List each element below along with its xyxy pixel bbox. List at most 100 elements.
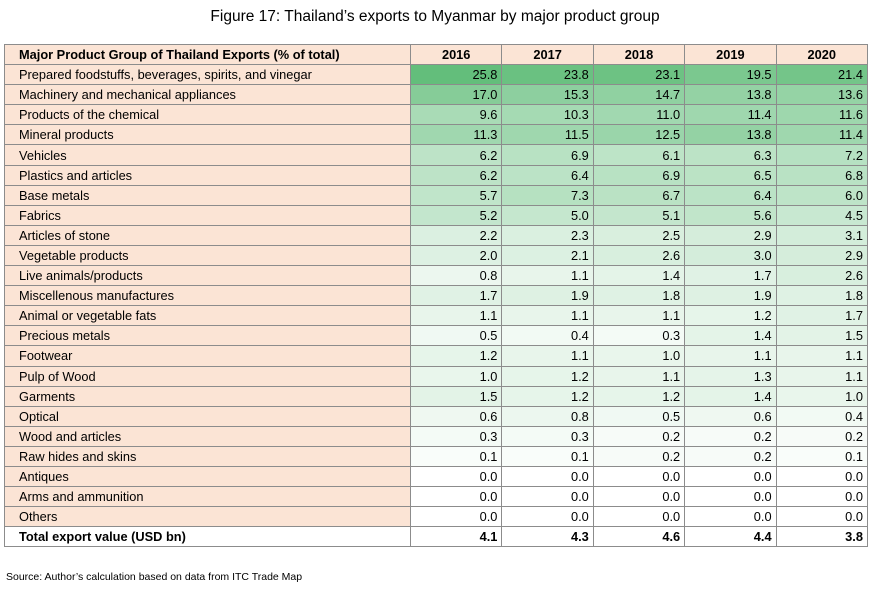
table-row: Antiques 0.0 0.0 0.0 0.0 0.0: [4, 465, 868, 488]
total-value: 3.8: [775, 526, 868, 548]
value-cell: 0.0: [775, 506, 868, 528]
product-group-label: Raw hides and skins: [4, 445, 411, 467]
product-group-label: Animal or vegetable fats: [4, 305, 411, 327]
table-row: Machinery and mechanical appliances 17.0 1…: [4, 84, 868, 106]
value-cell: 0.2: [775, 425, 868, 447]
product-group-label: Garments: [4, 385, 411, 407]
value-cell: 11.5: [501, 124, 594, 146]
source-note: Source: Author’s calculation based on da…: [6, 571, 303, 583]
value-cell: 11.6: [775, 104, 868, 126]
value-cell: 5.2: [409, 204, 503, 226]
value-cell: 6.2: [409, 144, 503, 166]
table-row: Products of the chemical 9.6 10.3 11.0 11.4 1…: [4, 104, 868, 126]
value-cell: 1.2: [501, 365, 594, 387]
product-group-label: Fabrics: [4, 204, 411, 226]
value-cell: 0.1: [409, 445, 503, 467]
value-cell: 1.1: [684, 345, 777, 367]
value-cell: 0.0: [684, 506, 777, 528]
product-group-label: Precious metals: [4, 325, 411, 347]
value-cell: 0.8: [501, 405, 594, 427]
table-row: Pulp of Wood 1.0 1.2 1.1 1.3 1.1: [4, 365, 868, 387]
value-cell: 1.2: [501, 385, 594, 407]
value-cell: 0.0: [592, 465, 686, 488]
value-cell: 0.0: [592, 486, 686, 508]
value-cell: 14.7: [592, 84, 686, 106]
value-cell: 5.6: [684, 204, 777, 226]
value-cell: 2.6: [592, 244, 686, 267]
value-cell: 6.1: [592, 144, 686, 166]
value-cell: 1.2: [592, 385, 686, 407]
product-group-label: Plastics and articles: [4, 164, 411, 186]
value-cell: 1.1: [592, 305, 686, 327]
value-cell: 4.5: [775, 204, 868, 226]
value-cell: 1.3: [684, 365, 777, 387]
value-cell: 0.0: [775, 486, 868, 508]
table-row: Mineral products 11.3 11.5 12.5 13.8 11.4: [4, 124, 868, 146]
value-cell: 0.0: [684, 465, 777, 488]
value-cell: 13.6: [775, 84, 868, 106]
value-cell: 0.8: [409, 265, 503, 287]
table-row: Live animals/products 0.8 1.1 1.4 1.7 2.6: [4, 265, 868, 287]
value-cell: 1.1: [409, 305, 503, 327]
total-row: Total export value (USD bn) 4.1 4.3 4.6 …: [4, 526, 868, 548]
value-cell: 2.9: [684, 224, 777, 246]
value-cell: 0.0: [501, 465, 594, 488]
product-group-label: Prepared foodstuffs, beverages, spirits,…: [4, 64, 411, 86]
table-row: Fabrics 5.2 5.0 5.1 5.6 4.5: [4, 204, 868, 226]
value-cell: 13.8: [684, 84, 777, 106]
value-cell: 0.2: [684, 445, 777, 467]
value-cell: 0.5: [592, 405, 686, 427]
value-cell: 1.0: [775, 385, 868, 407]
value-cell: 23.1: [592, 64, 686, 86]
value-cell: 6.7: [592, 184, 686, 206]
value-cell: 21.4: [775, 64, 868, 86]
table-row: Garments 1.5 1.2 1.2 1.4 1.0: [4, 385, 868, 407]
header-row: Major Product Group of Thailand Exports …: [4, 43, 868, 66]
value-cell: 0.3: [409, 425, 503, 447]
value-cell: 1.7: [409, 285, 503, 307]
value-cell: 1.4: [592, 265, 686, 287]
value-cell: 17.0: [409, 84, 503, 106]
value-cell: 1.7: [775, 305, 868, 327]
value-cell: 0.1: [775, 445, 868, 467]
value-cell: 0.2: [592, 445, 686, 467]
value-cell: 0.0: [409, 465, 503, 488]
value-cell: 0.0: [501, 486, 594, 508]
value-cell: 3.0: [684, 244, 777, 267]
value-cell: 1.1: [501, 345, 594, 367]
value-cell: 0.0: [592, 506, 686, 528]
value-cell: 23.8: [501, 64, 594, 86]
value-cell: 6.8: [775, 164, 868, 186]
value-cell: 1.4: [684, 325, 777, 347]
value-cell: 1.5: [775, 325, 868, 347]
value-cell: 0.0: [501, 506, 594, 528]
value-cell: 2.6: [775, 265, 868, 287]
value-cell: 5.0: [501, 204, 594, 226]
value-cell: 13.8: [684, 124, 777, 146]
value-cell: 1.0: [592, 345, 686, 367]
product-group-label: Optical: [4, 405, 411, 427]
value-cell: 10.3: [501, 104, 594, 126]
table-row: Wood and articles 0.3 0.3 0.2 0.2 0.2: [4, 425, 868, 447]
value-cell: 0.5: [409, 325, 503, 347]
value-cell: 0.2: [592, 425, 686, 447]
value-cell: 1.1: [775, 365, 868, 387]
header-product-group: Major Product Group of Thailand Exports …: [4, 43, 411, 66]
table-row: Vegetable products 2.0 2.1 2.6 3.0 2.9: [4, 244, 868, 267]
product-group-label: Antiques: [4, 465, 411, 488]
value-cell: 25.8: [409, 64, 503, 86]
table-row: Prepared foodstuffs, beverages, spirits,…: [4, 64, 868, 86]
value-cell: 1.4: [684, 385, 777, 407]
product-group-label: Mineral products: [4, 124, 411, 146]
product-group-label: Machinery and mechanical appliances: [4, 84, 411, 106]
value-cell: 6.4: [684, 184, 777, 206]
product-group-label: Others: [4, 506, 411, 528]
value-cell: 5.1: [592, 204, 686, 226]
value-cell: 6.4: [501, 164, 594, 186]
value-cell: 0.6: [684, 405, 777, 427]
product-group-label: Footwear: [4, 345, 411, 367]
table-row: Miscellenous manufactures 1.7 1.9 1.8 1.9 1.8: [4, 285, 868, 307]
table-row: Articles of stone 2.2 2.3 2.5 2.9 3.1: [4, 224, 868, 246]
value-cell: 9.6: [409, 104, 503, 126]
product-group-label: Live animals/products: [4, 265, 411, 287]
